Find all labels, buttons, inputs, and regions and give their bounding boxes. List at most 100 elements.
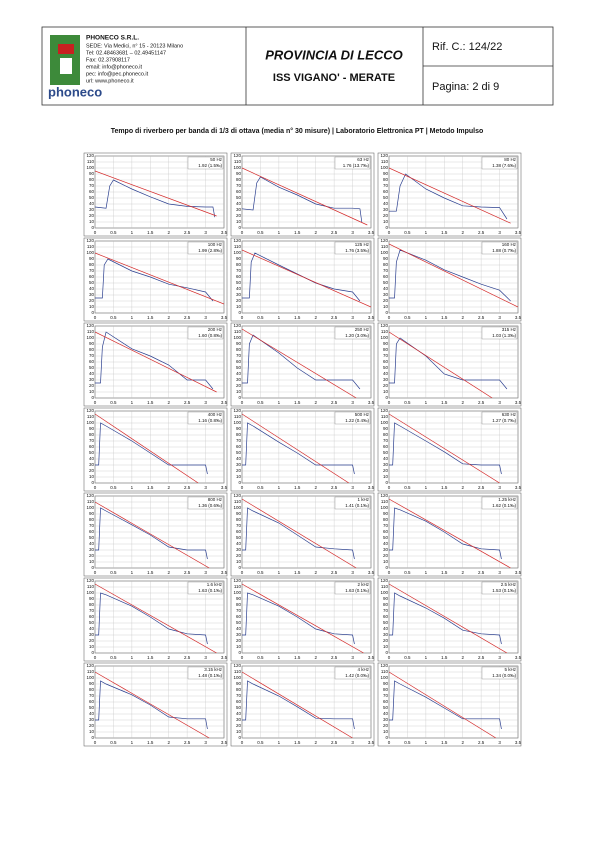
x-tick-label: 3.5 xyxy=(368,485,375,490)
y-tick-label: 10 xyxy=(383,729,389,734)
rt-label: 1.63 (0.1‰) xyxy=(345,588,369,593)
x-tick-label: 1 xyxy=(278,570,281,575)
result-box xyxy=(187,496,224,510)
y-tick-label: 110 xyxy=(381,584,389,589)
company-line: SEDE: Via Medici, n° 15 - 20123 Milano xyxy=(86,43,183,49)
x-tick-label: 1.5 xyxy=(147,570,154,575)
y-tick-label: 70 xyxy=(383,268,389,273)
y-tick-label: 60 xyxy=(383,614,389,619)
x-tick-label: 1 xyxy=(131,655,134,660)
x-tick-label: 1 xyxy=(131,400,134,405)
x-tick-label: 0 xyxy=(241,655,244,660)
x-tick-label: 2.5 xyxy=(331,655,338,660)
y-tick-label: 40 xyxy=(383,541,389,546)
y-tick-label: 40 xyxy=(383,371,389,376)
x-tick-label: 3.5 xyxy=(368,230,375,235)
y-tick-label: 70 xyxy=(383,693,389,698)
decay-line xyxy=(389,680,502,730)
y-tick-label: 120 xyxy=(233,323,241,328)
x-tick-label: 2 xyxy=(461,485,464,490)
x-tick-label: 2.5 xyxy=(331,400,338,405)
y-tick-label: 120 xyxy=(233,663,241,668)
x-tick-label: 3 xyxy=(498,570,501,575)
decay-line xyxy=(389,507,502,560)
y-tick-label: 80 xyxy=(383,262,389,267)
y-tick-label: 60 xyxy=(89,274,95,279)
x-tick-label: 0 xyxy=(388,400,391,405)
chart-frame xyxy=(230,322,375,407)
x-tick-label: 2 xyxy=(314,230,317,235)
x-tick-label: 1.5 xyxy=(441,400,448,405)
y-tick-label: 90 xyxy=(89,426,95,431)
x-tick-label: 0 xyxy=(94,570,97,575)
y-tick-label: 120 xyxy=(380,408,388,413)
y-tick-label: 120 xyxy=(86,408,94,413)
y-tick-label: 100 xyxy=(86,590,94,595)
y-tick-label: 100 xyxy=(380,335,388,340)
y-tick-label: 50 xyxy=(236,450,242,455)
y-tick-label: 10 xyxy=(383,389,389,394)
rt-label: 1.99 (2.8‰) xyxy=(198,248,222,253)
y-tick-label: 0 xyxy=(91,395,94,400)
band-label: 200 Hz xyxy=(208,327,223,332)
band-label: 100 Hz xyxy=(208,242,223,247)
rt-label: 1.76 (13.7‰) xyxy=(343,163,370,168)
band-label: 2.5 kHz xyxy=(501,582,517,587)
x-tick-label: 2.5 xyxy=(478,485,485,490)
company-line: url: www.phoneco.it xyxy=(86,78,134,84)
y-tick-label: 40 xyxy=(89,541,95,546)
y-tick-label: 80 xyxy=(236,602,242,607)
y-tick-label: 90 xyxy=(89,596,95,601)
y-tick-label: 40 xyxy=(383,456,389,461)
decay-line xyxy=(389,331,493,398)
x-tick-label: 1 xyxy=(278,400,281,405)
x-tick-label: 2.5 xyxy=(478,315,485,320)
x-tick-label: 1 xyxy=(425,740,428,745)
company-line: pec: info@pec.phoneco.it xyxy=(86,71,149,77)
band-label: 800 Hz xyxy=(208,497,223,502)
y-tick-label: 10 xyxy=(89,304,95,309)
y-tick-label: 0 xyxy=(385,650,388,655)
y-tick-label: 100 xyxy=(233,590,241,595)
y-tick-label: 50 xyxy=(383,450,389,455)
x-tick-label: 2 xyxy=(167,485,170,490)
x-tick-label: 3 xyxy=(351,570,354,575)
y-tick-label: 110 xyxy=(381,159,389,164)
y-tick-label: 50 xyxy=(89,450,95,455)
y-tick-label: 40 xyxy=(89,286,95,291)
y-tick-label: 20 xyxy=(236,213,242,218)
decay-line xyxy=(95,258,214,302)
x-tick-label: 0.5 xyxy=(404,230,411,235)
x-tick-label: 3.5 xyxy=(221,400,228,405)
x-tick-label: 0 xyxy=(241,400,244,405)
y-tick-label: 110 xyxy=(87,244,95,249)
y-tick-label: 10 xyxy=(236,304,242,309)
decay-line xyxy=(95,331,217,393)
y-tick-label: 90 xyxy=(383,256,389,261)
y-tick-label: 90 xyxy=(236,341,242,346)
y-tick-label: 20 xyxy=(236,468,242,473)
y-tick-label: 120 xyxy=(380,238,388,243)
y-tick-label: 20 xyxy=(383,553,389,558)
company-line: Tel: 02.48463681 – 02.49451147 xyxy=(86,50,166,56)
decay-line xyxy=(389,583,508,653)
y-tick-label: 30 xyxy=(89,207,95,212)
x-tick-label: 3 xyxy=(204,740,207,745)
y-tick-label: 50 xyxy=(383,535,389,540)
x-tick-label: 1 xyxy=(425,655,428,660)
x-tick-label: 0 xyxy=(241,485,244,490)
y-tick-label: 50 xyxy=(383,195,389,200)
band-label: 80 Hz xyxy=(504,157,517,162)
y-tick-label: 70 xyxy=(236,268,242,273)
y-tick-label: 30 xyxy=(236,547,242,552)
result-box xyxy=(187,156,224,170)
decay-line xyxy=(95,592,208,645)
x-tick-label: 2.5 xyxy=(478,400,485,405)
band-label: 125 Hz xyxy=(355,242,370,247)
y-tick-label: 110 xyxy=(87,159,95,164)
result-box xyxy=(187,411,224,425)
x-tick-label: 3 xyxy=(204,485,207,490)
y-tick-label: 90 xyxy=(89,256,95,261)
